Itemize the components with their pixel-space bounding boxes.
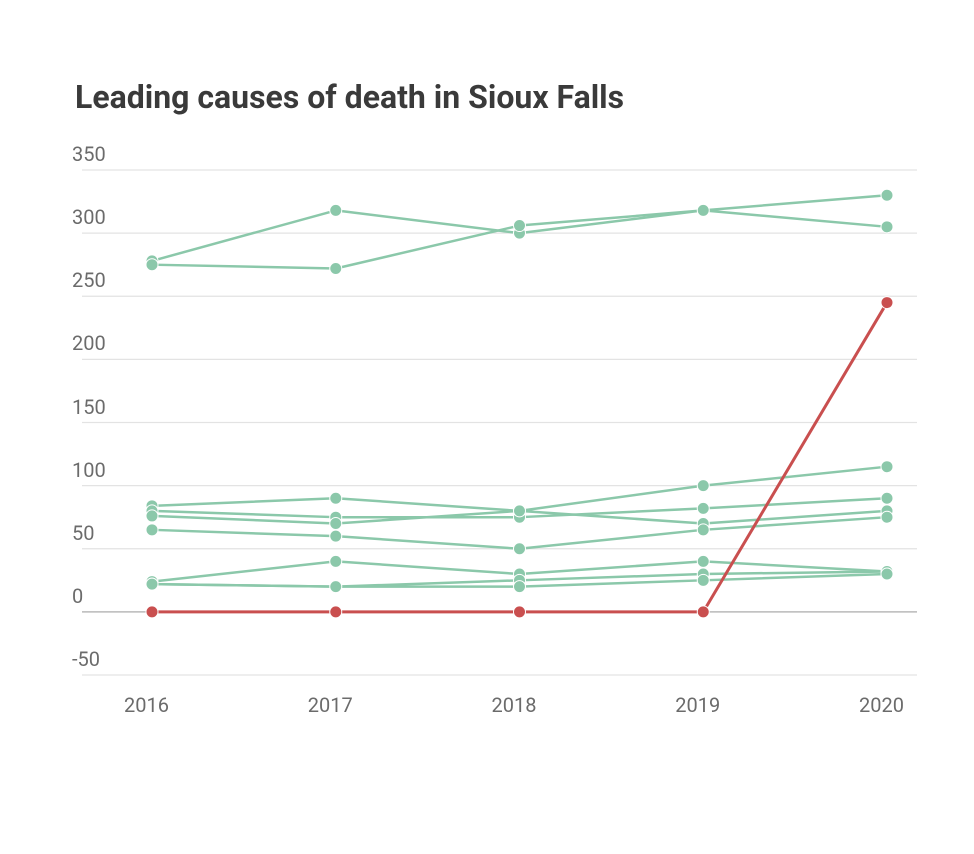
y-axis-label: 50 [72, 521, 132, 545]
series-marker [514, 606, 526, 618]
series-marker [881, 492, 893, 504]
series-marker [881, 221, 893, 233]
series-marker [881, 511, 893, 523]
x-axis-label: 2018 [492, 693, 537, 717]
series-marker [146, 259, 158, 271]
series-marker [330, 555, 342, 567]
series-marker [697, 502, 709, 514]
y-axis-label: 150 [72, 395, 132, 419]
x-axis-label: 2017 [308, 693, 353, 717]
series-marker [146, 524, 158, 536]
series-marker [146, 606, 158, 618]
series-marker [330, 530, 342, 542]
series-marker [881, 568, 893, 580]
series-marker [697, 204, 709, 216]
series-marker [881, 189, 893, 201]
series-marker [330, 492, 342, 504]
series-marker [514, 220, 526, 232]
series-marker [330, 204, 342, 216]
series-marker [697, 524, 709, 536]
y-axis-label: -50 [72, 647, 132, 671]
series-marker [697, 555, 709, 567]
series-marker [330, 581, 342, 593]
y-axis-label: 350 [72, 142, 132, 166]
y-axis-label: 200 [72, 331, 132, 355]
y-axis-label: 250 [72, 268, 132, 292]
x-axis-label: 2019 [675, 693, 720, 717]
y-axis-label: 0 [72, 584, 132, 608]
y-axis-label: 300 [72, 205, 132, 229]
series-marker [146, 510, 158, 522]
series-marker [881, 461, 893, 473]
y-axis-label: 100 [72, 458, 132, 482]
series-marker [330, 606, 342, 618]
series-marker [514, 505, 526, 517]
x-axis-label: 2016 [124, 693, 169, 717]
x-axis-label: 2020 [859, 693, 904, 717]
chart-svg [0, 0, 974, 854]
series-marker [330, 518, 342, 530]
series-marker [146, 578, 158, 590]
series-marker [881, 297, 893, 309]
series-marker [697, 480, 709, 492]
series-marker [697, 606, 709, 618]
series-marker [514, 543, 526, 555]
series-marker [697, 574, 709, 586]
series-marker [330, 262, 342, 274]
chart-container: Leading causes of death in Sioux Falls -… [0, 0, 974, 854]
series-marker [514, 581, 526, 593]
